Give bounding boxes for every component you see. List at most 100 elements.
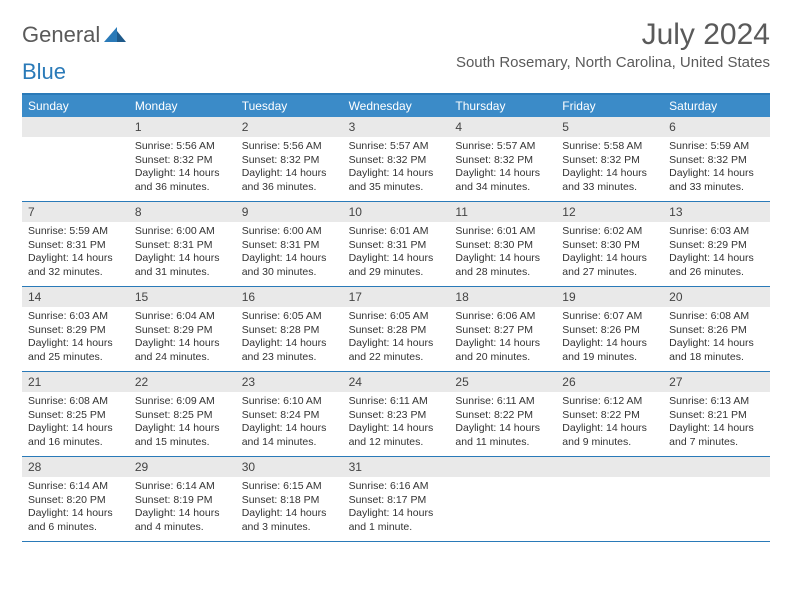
daylight-text: Daylight: 14 hours and 18 minutes.	[669, 337, 764, 364]
sunset-text: Sunset: 8:32 PM	[349, 154, 444, 168]
day-details: Sunrise: 6:04 AMSunset: 8:29 PMDaylight:…	[129, 307, 236, 371]
day-details: Sunrise: 6:02 AMSunset: 8:30 PMDaylight:…	[556, 222, 663, 286]
day-cell: 31Sunrise: 6:16 AMSunset: 8:17 PMDayligh…	[343, 457, 450, 541]
week-row: 28Sunrise: 6:14 AMSunset: 8:20 PMDayligh…	[22, 457, 770, 542]
day-number: 15	[129, 287, 236, 307]
day-cell: 3Sunrise: 5:57 AMSunset: 8:32 PMDaylight…	[343, 117, 450, 201]
daylight-text: Daylight: 14 hours and 7 minutes.	[669, 422, 764, 449]
day-details: Sunrise: 6:03 AMSunset: 8:29 PMDaylight:…	[663, 222, 770, 286]
sunset-text: Sunset: 8:30 PM	[562, 239, 657, 253]
day-number: 24	[343, 372, 450, 392]
day-cell: 2Sunrise: 5:56 AMSunset: 8:32 PMDaylight…	[236, 117, 343, 201]
day-details: Sunrise: 6:03 AMSunset: 8:29 PMDaylight:…	[22, 307, 129, 371]
day-details: Sunrise: 5:56 AMSunset: 8:32 PMDaylight:…	[236, 137, 343, 201]
daylight-text: Daylight: 14 hours and 14 minutes.	[242, 422, 337, 449]
day-number: 9	[236, 202, 343, 222]
day-cell: 29Sunrise: 6:14 AMSunset: 8:19 PMDayligh…	[129, 457, 236, 541]
day-cell: 27Sunrise: 6:13 AMSunset: 8:21 PMDayligh…	[663, 372, 770, 456]
daylight-text: Daylight: 14 hours and 19 minutes.	[562, 337, 657, 364]
daylight-text: Daylight: 14 hours and 31 minutes.	[135, 252, 230, 279]
day-details: Sunrise: 5:59 AMSunset: 8:31 PMDaylight:…	[22, 222, 129, 286]
day-number	[449, 457, 556, 477]
day-details: Sunrise: 6:13 AMSunset: 8:21 PMDaylight:…	[663, 392, 770, 456]
day-details: Sunrise: 6:05 AMSunset: 8:28 PMDaylight:…	[343, 307, 450, 371]
weekday-header: Saturday	[663, 95, 770, 117]
sunrise-text: Sunrise: 5:59 AM	[669, 140, 764, 154]
day-number: 18	[449, 287, 556, 307]
daylight-text: Daylight: 14 hours and 26 minutes.	[669, 252, 764, 279]
weekday-header: Wednesday	[343, 95, 450, 117]
sunrise-text: Sunrise: 6:08 AM	[669, 310, 764, 324]
day-details: Sunrise: 6:15 AMSunset: 8:18 PMDaylight:…	[236, 477, 343, 541]
sunset-text: Sunset: 8:32 PM	[562, 154, 657, 168]
sunset-text: Sunset: 8:32 PM	[242, 154, 337, 168]
day-details: Sunrise: 6:16 AMSunset: 8:17 PMDaylight:…	[343, 477, 450, 541]
sunset-text: Sunset: 8:17 PM	[349, 494, 444, 508]
day-cell: 4Sunrise: 5:57 AMSunset: 8:32 PMDaylight…	[449, 117, 556, 201]
logo-text-general: General	[22, 22, 100, 48]
daylight-text: Daylight: 14 hours and 33 minutes.	[562, 167, 657, 194]
daylight-text: Daylight: 14 hours and 28 minutes.	[455, 252, 550, 279]
month-title: July 2024	[456, 18, 770, 52]
day-details: Sunrise: 6:14 AMSunset: 8:19 PMDaylight:…	[129, 477, 236, 541]
sunset-text: Sunset: 8:19 PM	[135, 494, 230, 508]
daylight-text: Daylight: 14 hours and 27 minutes.	[562, 252, 657, 279]
day-cell: 16Sunrise: 6:05 AMSunset: 8:28 PMDayligh…	[236, 287, 343, 371]
day-number: 12	[556, 202, 663, 222]
day-number	[663, 457, 770, 477]
day-number: 10	[343, 202, 450, 222]
day-cell	[556, 457, 663, 541]
week-row: 14Sunrise: 6:03 AMSunset: 8:29 PMDayligh…	[22, 287, 770, 372]
sunrise-text: Sunrise: 6:15 AM	[242, 480, 337, 494]
daylight-text: Daylight: 14 hours and 22 minutes.	[349, 337, 444, 364]
day-details: Sunrise: 6:06 AMSunset: 8:27 PMDaylight:…	[449, 307, 556, 371]
calendar: Sunday Monday Tuesday Wednesday Thursday…	[22, 93, 770, 542]
sunrise-text: Sunrise: 6:05 AM	[349, 310, 444, 324]
day-number: 31	[343, 457, 450, 477]
day-cell: 12Sunrise: 6:02 AMSunset: 8:30 PMDayligh…	[556, 202, 663, 286]
sunrise-text: Sunrise: 5:57 AM	[455, 140, 550, 154]
day-number: 22	[129, 372, 236, 392]
daylight-text: Daylight: 14 hours and 11 minutes.	[455, 422, 550, 449]
day-number	[556, 457, 663, 477]
daylight-text: Daylight: 14 hours and 3 minutes.	[242, 507, 337, 534]
day-cell: 18Sunrise: 6:06 AMSunset: 8:27 PMDayligh…	[449, 287, 556, 371]
sunrise-text: Sunrise: 5:56 AM	[135, 140, 230, 154]
day-cell: 7Sunrise: 5:59 AMSunset: 8:31 PMDaylight…	[22, 202, 129, 286]
sunset-text: Sunset: 8:32 PM	[669, 154, 764, 168]
sunset-text: Sunset: 8:29 PM	[669, 239, 764, 253]
day-cell: 11Sunrise: 6:01 AMSunset: 8:30 PMDayligh…	[449, 202, 556, 286]
sunset-text: Sunset: 8:21 PM	[669, 409, 764, 423]
day-details: Sunrise: 6:09 AMSunset: 8:25 PMDaylight:…	[129, 392, 236, 456]
day-cell: 17Sunrise: 6:05 AMSunset: 8:28 PMDayligh…	[343, 287, 450, 371]
day-cell: 10Sunrise: 6:01 AMSunset: 8:31 PMDayligh…	[343, 202, 450, 286]
sunrise-text: Sunrise: 6:02 AM	[562, 225, 657, 239]
sunrise-text: Sunrise: 6:04 AM	[135, 310, 230, 324]
daylight-text: Daylight: 14 hours and 34 minutes.	[455, 167, 550, 194]
day-cell: 19Sunrise: 6:07 AMSunset: 8:26 PMDayligh…	[556, 287, 663, 371]
sunrise-text: Sunrise: 6:09 AM	[135, 395, 230, 409]
day-number: 14	[22, 287, 129, 307]
weekday-header: Thursday	[449, 95, 556, 117]
sunrise-text: Sunrise: 6:16 AM	[349, 480, 444, 494]
weekday-header: Monday	[129, 95, 236, 117]
daylight-text: Daylight: 14 hours and 16 minutes.	[28, 422, 123, 449]
logo: General	[22, 18, 128, 48]
sunset-text: Sunset: 8:31 PM	[349, 239, 444, 253]
day-cell: 5Sunrise: 5:58 AMSunset: 8:32 PMDaylight…	[556, 117, 663, 201]
weeks-container: 1Sunrise: 5:56 AMSunset: 8:32 PMDaylight…	[22, 117, 770, 542]
day-details: Sunrise: 6:11 AMSunset: 8:22 PMDaylight:…	[449, 392, 556, 456]
daylight-text: Daylight: 14 hours and 23 minutes.	[242, 337, 337, 364]
day-cell	[22, 117, 129, 201]
day-cell: 1Sunrise: 5:56 AMSunset: 8:32 PMDaylight…	[129, 117, 236, 201]
daylight-text: Daylight: 14 hours and 20 minutes.	[455, 337, 550, 364]
day-number: 3	[343, 117, 450, 137]
daylight-text: Daylight: 14 hours and 29 minutes.	[349, 252, 444, 279]
weekday-header: Friday	[556, 95, 663, 117]
day-number: 23	[236, 372, 343, 392]
day-cell: 24Sunrise: 6:11 AMSunset: 8:23 PMDayligh…	[343, 372, 450, 456]
sunrise-text: Sunrise: 6:00 AM	[242, 225, 337, 239]
sunrise-text: Sunrise: 6:10 AM	[242, 395, 337, 409]
day-number: 27	[663, 372, 770, 392]
day-cell: 28Sunrise: 6:14 AMSunset: 8:20 PMDayligh…	[22, 457, 129, 541]
